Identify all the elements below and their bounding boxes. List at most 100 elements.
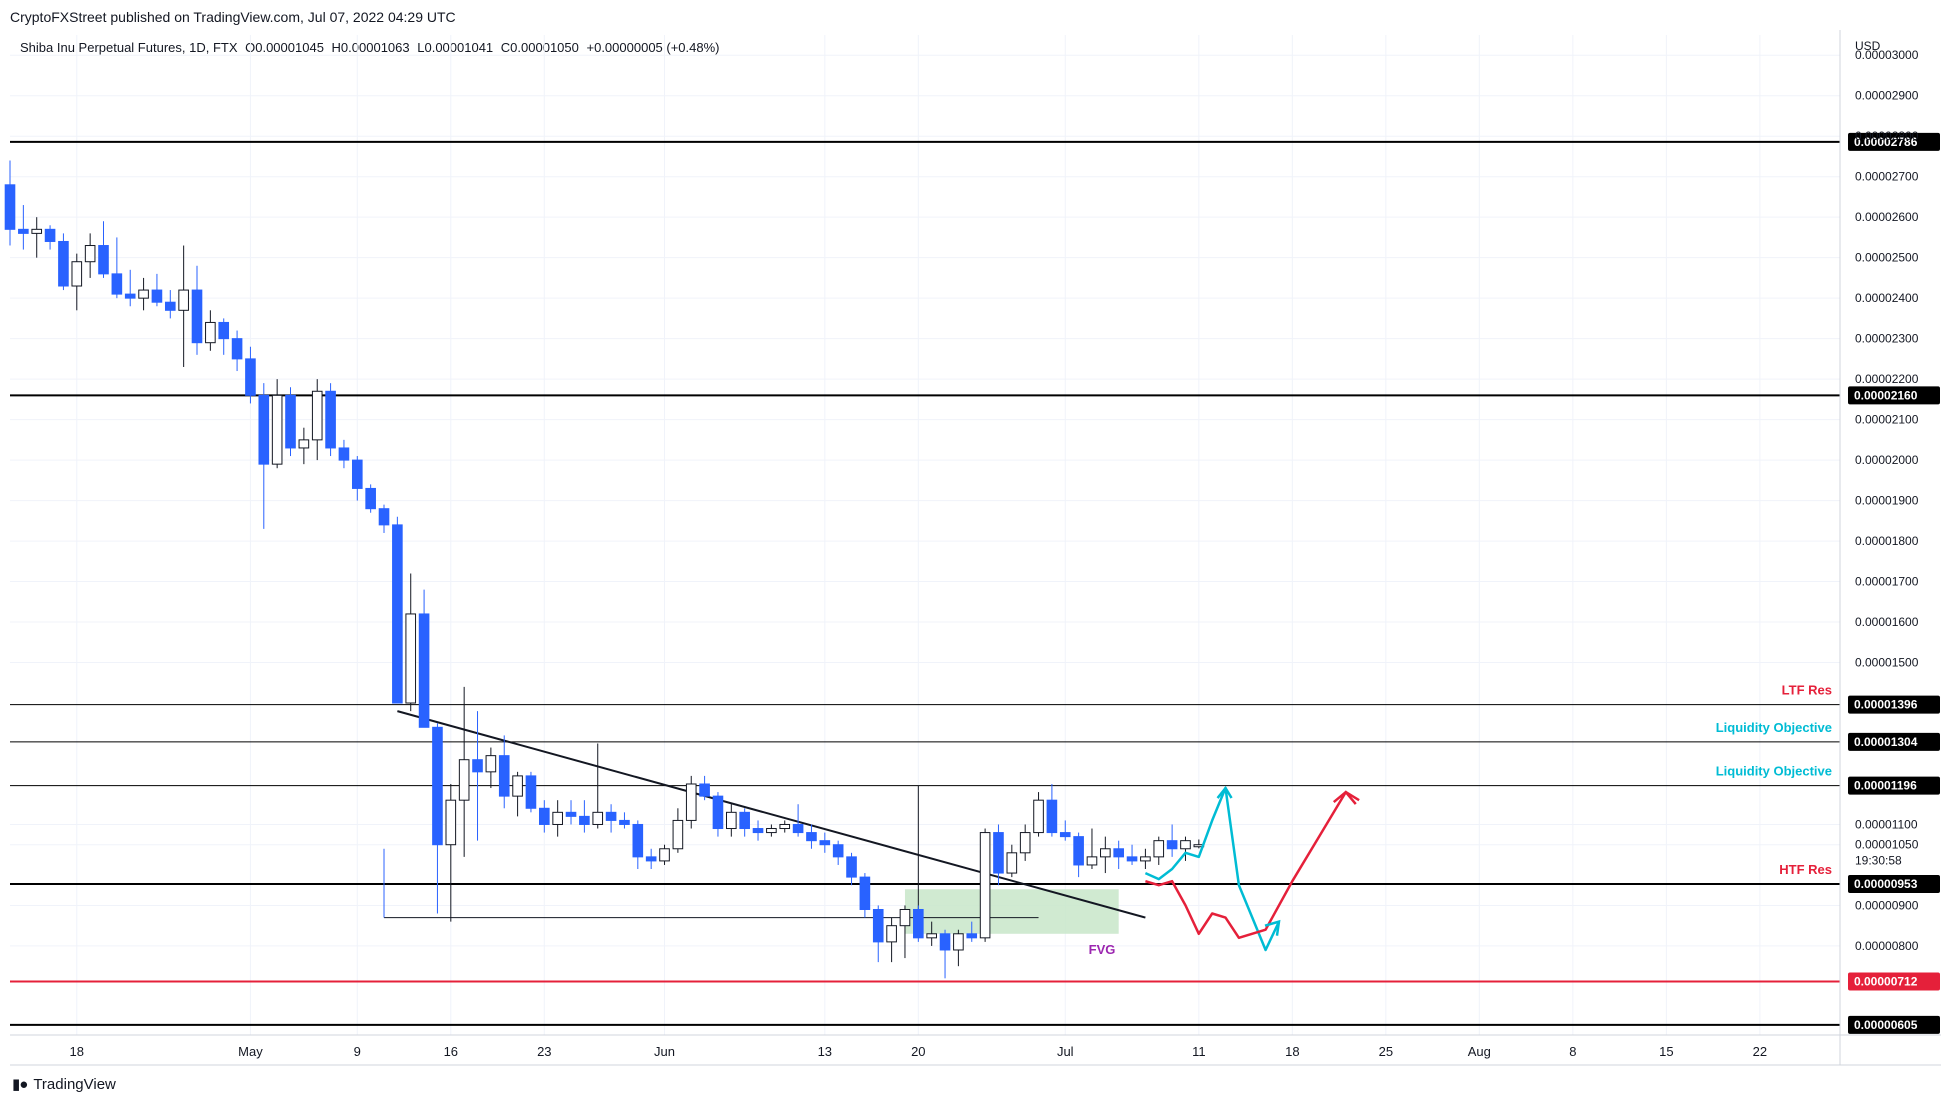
candle-body [806, 832, 817, 842]
y-tick-label: 0.00002100 [1855, 413, 1919, 427]
candle-body [1153, 840, 1165, 858]
candle-body [993, 832, 1004, 874]
candle-body [953, 933, 964, 951]
candle-body [739, 811, 750, 830]
candle-body [1140, 856, 1151, 862]
x-tick-label: Aug [1468, 1044, 1491, 1059]
x-tick-label: Jun [654, 1044, 675, 1059]
candle-body [98, 245, 109, 275]
candle-body [926, 933, 937, 939]
candle-body [832, 844, 844, 858]
level-price-tag [1848, 776, 1940, 795]
candle-body [672, 819, 684, 850]
candle [432, 723, 443, 914]
candle [579, 800, 590, 833]
projection-blue [1144, 786, 1281, 952]
candle [138, 277, 149, 311]
projection-blue-top-arrow [1216, 785, 1233, 799]
candle [1113, 840, 1124, 870]
candle [806, 824, 817, 849]
candle-body [271, 394, 283, 465]
candle [151, 273, 163, 307]
fvg-rect [904, 889, 1119, 934]
candle [298, 427, 310, 465]
level-price-tag [1848, 386, 1940, 405]
bar-countdown: 19:30:58 [1855, 854, 1902, 868]
candle-body [124, 293, 136, 299]
candle [1153, 836, 1165, 865]
x-tick-label: 18 [1285, 1044, 1299, 1059]
candle-body [1180, 840, 1191, 850]
candle-body [31, 228, 43, 234]
candle [766, 824, 777, 837]
candle-body [592, 811, 604, 825]
candle-body [351, 459, 363, 489]
symbol-name[interactable]: Shiba Inu Perpetual Futures, 1D, FTX [20, 40, 238, 55]
candle-body [138, 289, 149, 299]
candle [592, 743, 604, 829]
candle-body [44, 228, 56, 242]
level-price-tag [1848, 695, 1940, 714]
candle [926, 921, 937, 946]
candle [1046, 783, 1058, 837]
candle [445, 783, 457, 922]
x-tick-label: Jul [1057, 1044, 1074, 1059]
candle [258, 383, 270, 529]
candle-body [432, 726, 443, 846]
y-tick-label: 0.00002400 [1855, 291, 1919, 305]
y-tick-label: 0.00002500 [1855, 251, 1919, 265]
x-tick-label: 8 [1569, 1044, 1576, 1059]
candle-body [1046, 799, 1058, 834]
tradingview-icon: ▮● [12, 1076, 28, 1093]
level-price-label: 0.00000712 [1854, 975, 1918, 989]
y-tick-label: 0.00000800 [1855, 939, 1919, 953]
candle-body [1086, 856, 1098, 866]
x-tick-label: 18 [70, 1044, 84, 1059]
candle [712, 792, 724, 837]
candle [392, 516, 403, 704]
candle-body [939, 933, 951, 951]
candles [4, 160, 1205, 979]
grid-lines [10, 35, 1840, 1035]
candle-body [552, 811, 563, 825]
x-tick-label: 23 [537, 1044, 551, 1059]
candle [605, 804, 617, 833]
candle [1019, 824, 1031, 861]
candle [832, 840, 844, 865]
level-note: LTF Res [1782, 683, 1832, 698]
candle [458, 686, 470, 857]
candle [84, 233, 96, 278]
candle-body [979, 832, 991, 939]
candle-body [338, 447, 350, 461]
candle-body [659, 848, 670, 862]
candle-body [538, 807, 550, 825]
candle [726, 804, 737, 837]
candle [699, 775, 710, 801]
y-tick-label: 0.00001500 [1855, 656, 1919, 670]
candle [512, 771, 523, 817]
level-note: Liquidity Objective [1716, 764, 1832, 779]
candle-body [712, 795, 724, 830]
candle [859, 873, 871, 918]
y-tick-label: 0.00001050 [1855, 838, 1919, 852]
x-tick-label: 13 [818, 1044, 832, 1059]
level-price-label: 0.00001196 [1854, 779, 1917, 793]
candle [4, 160, 16, 246]
projection-red [1145, 790, 1360, 940]
candle [378, 504, 390, 533]
candle-body [325, 390, 336, 449]
candle [659, 844, 670, 865]
candle [58, 233, 69, 291]
publisher-line: CryptoFXStreet published on TradingView.… [10, 9, 456, 25]
candle-body [565, 811, 577, 817]
currency-label: USD [1855, 39, 1881, 53]
candle-body [1166, 840, 1178, 850]
tradingview-logo[interactable]: ▮● TradingView [12, 1075, 116, 1094]
level-price-label: 0.00001304 [1854, 735, 1918, 749]
candle-body [1019, 832, 1031, 854]
y-tick-label: 0.00002800 [1855, 129, 1919, 143]
y-tick-label: 0.00001900 [1855, 494, 1919, 508]
candle [899, 905, 911, 959]
candle-body [525, 775, 537, 809]
